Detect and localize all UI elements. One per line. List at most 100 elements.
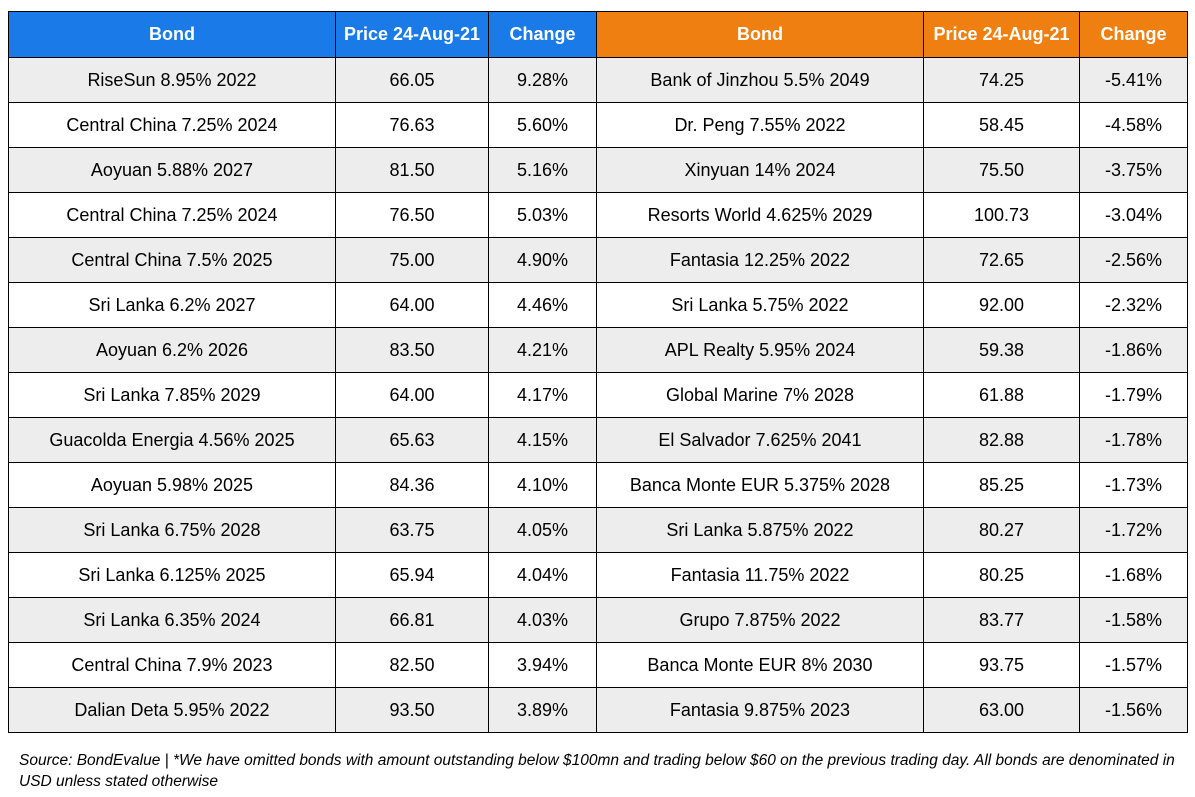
right-price-cell: 80.27 (923, 507, 1080, 553)
left-price-cell: 76.63 (335, 102, 489, 148)
table-row: Aoyuan 6.2% 2026 83.50 4.21% APL Realty 5.9… (8, 327, 1188, 373)
right-change-cell: -1.56% (1079, 687, 1188, 733)
right-bond-cell: Resorts World 4.625% 2029 (596, 192, 924, 238)
table-row: Central China 7.25% 2024 76.50 5.03% Resort… (8, 192, 1188, 238)
right-price-cell: 80.25 (923, 552, 1080, 598)
right-price-cell: 74.25 (923, 57, 1080, 103)
left-price-cell: 76.50 (335, 192, 489, 238)
left-change-cell: 3.94% (488, 642, 597, 688)
left-change-cell: 5.03% (488, 192, 597, 238)
right-bond-cell: Global Marine 7% 2028 (596, 372, 924, 418)
table-row: Central China 7.9% 2023 82.50 3.94% Banca M… (8, 642, 1188, 688)
right-change-cell: -1.78% (1079, 417, 1188, 463)
left-change-cell: 4.04% (488, 552, 597, 598)
right-change-cell: -2.32% (1079, 282, 1188, 328)
right-bond-cell: Fantasia 9.875% 2023 (596, 687, 924, 733)
bond-movers-table: Bond Price 24-Aug-21 Change Bond Price 2… (8, 11, 1188, 733)
right-change-cell: -1.68% (1079, 552, 1188, 598)
table-row: Aoyuan 5.98% 2025 84.36 4.10% Banca Monte E… (8, 462, 1188, 508)
left-change-cell: 3.89% (488, 687, 597, 733)
right-price-cell: 61.88 (923, 372, 1080, 418)
left-bond-cell: Sri Lanka 6.125% 2025 (8, 552, 336, 598)
right-bond-cell: Xinyuan 14% 2024 (596, 147, 924, 193)
right-change-cell: -1.72% (1079, 507, 1188, 553)
left-change-cell: 4.03% (488, 597, 597, 643)
left-bond-header: Bond (8, 11, 336, 58)
right-change-cell: -1.57% (1079, 642, 1188, 688)
left-price-cell: 65.63 (335, 417, 489, 463)
right-price-cell: 92.00 (923, 282, 1080, 328)
table-row: Sri Lanka 6.2% 2027 64.00 4.46% Sri Lanka 5… (8, 282, 1188, 328)
right-change-cell: -1.79% (1079, 372, 1188, 418)
right-change-cell: -5.41% (1079, 57, 1188, 103)
left-bond-cell: Sri Lanka 7.85% 2029 (8, 372, 336, 418)
right-price-cell: 83.77 (923, 597, 1080, 643)
table-row: Sri Lanka 6.125% 2025 65.94 4.04% Fantasia … (8, 552, 1188, 598)
left-change-cell: 4.05% (488, 507, 597, 553)
table-row: Guacolda Energia 4.56% 2025 65.63 4.15% El … (8, 417, 1188, 463)
right-change-header: Change (1079, 11, 1188, 58)
right-bond-cell: Fantasia 11.75% 2022 (596, 552, 924, 598)
right-bond-cell: Sri Lanka 5.75% 2022 (596, 282, 924, 328)
table-row: Central China 7.5% 2025 75.00 4.90% Fantasi… (8, 237, 1188, 283)
table-row: Sri Lanka 6.75% 2028 63.75 4.05% Sri Lanka … (8, 507, 1188, 553)
left-change-header: Change (488, 11, 597, 58)
table-row: Sri Lanka 7.85% 2029 64.00 4.17% Global Mar… (8, 372, 1188, 418)
table-row: RiseSun 8.95% 2022 66.05 9.28% Bank of Jinz… (8, 57, 1188, 103)
right-change-cell: -1.73% (1079, 462, 1188, 508)
left-bond-cell: Dalian Deta 5.95% 2022 (8, 687, 336, 733)
left-price-cell: 63.75 (335, 507, 489, 553)
right-bond-cell: Banca Monte EUR 5.375% 2028 (596, 462, 924, 508)
right-bond-cell: Banca Monte EUR 8% 2030 (596, 642, 924, 688)
left-bond-cell: RiseSun 8.95% 2022 (8, 57, 336, 103)
left-price-cell: 83.50 (335, 327, 489, 373)
left-change-cell: 9.28% (488, 57, 597, 103)
left-price-cell: 65.94 (335, 552, 489, 598)
right-bond-cell: Dr. Peng 7.55% 2022 (596, 102, 924, 148)
right-price-cell: 100.73 (923, 192, 1080, 238)
right-price-cell: 59.38 (923, 327, 1080, 373)
right-change-cell: -3.75% (1079, 147, 1188, 193)
right-change-cell: -3.04% (1079, 192, 1188, 238)
left-change-cell: 4.46% (488, 282, 597, 328)
left-price-cell: 93.50 (335, 687, 489, 733)
right-price-header: Price 24-Aug-21 (923, 11, 1080, 58)
right-bond-cell: Grupo 7.875% 2022 (596, 597, 924, 643)
right-change-cell: -4.58% (1079, 102, 1188, 148)
left-bond-cell: Aoyuan 5.98% 2025 (8, 462, 336, 508)
table-row: Dalian Deta 5.95% 2022 93.50 3.89% Fantasia… (8, 687, 1188, 733)
left-bond-cell: Aoyuan 5.88% 2027 (8, 147, 336, 193)
left-price-cell: 66.81 (335, 597, 489, 643)
right-change-cell: -1.58% (1079, 597, 1188, 643)
left-bond-cell: Central China 7.9% 2023 (8, 642, 336, 688)
left-price-cell: 82.50 (335, 642, 489, 688)
right-price-cell: 63.00 (923, 687, 1080, 733)
left-change-cell: 4.10% (488, 462, 597, 508)
left-bond-cell: Guacolda Energia 4.56% 2025 (8, 417, 336, 463)
left-price-header: Price 24-Aug-21 (335, 11, 489, 58)
right-bond-header: Bond (596, 11, 924, 58)
left-bond-cell: Central China 7.5% 2025 (8, 237, 336, 283)
left-price-cell: 75.00 (335, 237, 489, 283)
right-bond-cell: APL Realty 5.95% 2024 (596, 327, 924, 373)
right-bond-cell: Fantasia 12.25% 2022 (596, 237, 924, 283)
left-bond-cell: Sri Lanka 6.35% 2024 (8, 597, 336, 643)
table-row: Sri Lanka 6.35% 2024 66.81 4.03% Grupo 7.87… (8, 597, 1188, 643)
right-price-cell: 85.25 (923, 462, 1080, 508)
right-bond-cell: El Salvador 7.625% 2041 (596, 417, 924, 463)
header-row: Bond Price 24-Aug-21 Change Bond Price 2… (8, 11, 1188, 58)
right-bond-cell: Bank of Jinzhou 5.5% 2049 (596, 57, 924, 103)
right-bond-cell: Sri Lanka 5.875% 2022 (596, 507, 924, 553)
left-bond-cell: Aoyuan 6.2% 2026 (8, 327, 336, 373)
left-bond-cell: Central China 7.25% 2024 (8, 192, 336, 238)
left-change-cell: 5.16% (488, 147, 597, 193)
left-price-cell: 84.36 (335, 462, 489, 508)
left-price-cell: 66.05 (335, 57, 489, 103)
left-price-cell: 81.50 (335, 147, 489, 193)
table-row: Central China 7.25% 2024 76.63 5.60% Dr. Pe… (8, 102, 1188, 148)
left-bond-cell: Central China 7.25% 2024 (8, 102, 336, 148)
left-change-cell: 4.21% (488, 327, 597, 373)
left-change-cell: 4.90% (488, 237, 597, 283)
left-price-cell: 64.00 (335, 282, 489, 328)
left-price-cell: 64.00 (335, 372, 489, 418)
